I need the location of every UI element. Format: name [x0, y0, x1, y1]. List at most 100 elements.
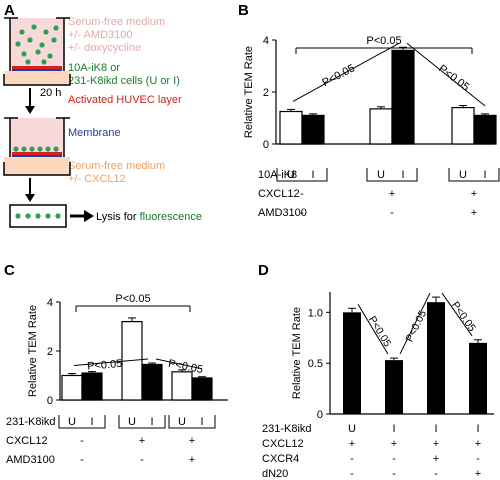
lysis-cells: [15, 213, 61, 219]
table-cell: -: [390, 207, 394, 219]
table-cell: +: [433, 438, 439, 450]
table-row-label: CXCL12: [6, 435, 48, 447]
y-tick-label: 4: [47, 297, 53, 309]
lower-membrane: [12, 155, 62, 157]
table-row-label: 231-K8ikd: [262, 423, 312, 435]
y-tick-label: 0: [317, 409, 323, 421]
table-cell: -: [350, 468, 354, 480]
cell-dot: [43, 29, 49, 35]
cell-dot: [41, 59, 47, 65]
y-tick-label: 0: [47, 395, 53, 407]
cell-dot: [31, 24, 37, 30]
upper-lower-chamber: [4, 71, 70, 85]
bar-code-label: U: [68, 416, 76, 428]
bar-code-label: I: [150, 416, 153, 428]
y-tick-label: 2: [47, 346, 53, 358]
cell-dot: [37, 146, 43, 152]
transwell-after: [3, 117, 71, 176]
table-cell: I: [434, 423, 437, 435]
bar: [301, 114, 325, 145]
table-cell: +: [475, 438, 481, 450]
table-cell: -: [300, 207, 304, 219]
transwell-before: [3, 17, 71, 86]
lower-lower-chamber: [4, 157, 70, 175]
bar-code-label: I: [311, 169, 314, 181]
bar-code-label: I: [483, 169, 486, 181]
cells-line-1: 10A-iK8 or: [68, 62, 120, 74]
lysis-prefix: Lysis for: [96, 211, 140, 223]
panel-letter-c: C: [4, 262, 15, 279]
lower-huvec-layer: [12, 152, 62, 155]
panel-letter-d: D: [258, 262, 269, 279]
bar-code-label: U: [459, 169, 467, 181]
y-tick-label: 1.0: [308, 307, 323, 319]
upper-membrane: [12, 69, 62, 71]
y-tick-label: 0: [263, 139, 269, 151]
pair-line: [357, 304, 389, 355]
bar-code-label: U: [377, 169, 385, 181]
bar: [171, 371, 193, 401]
upper-medium-line-2: +/- AMD3100: [68, 29, 133, 41]
y-axis-label: Relative TEM Rate: [27, 305, 39, 397]
table-cell: +: [389, 188, 395, 200]
lysis-dot: [35, 213, 41, 219]
pair-line: [441, 292, 473, 337]
y-tick-label: 0.5: [308, 358, 323, 370]
left-diagonal: [73, 358, 149, 367]
huvec-label: Activated HUVEC layer: [68, 94, 182, 106]
table-row-label: CXCL12: [262, 438, 304, 450]
y-axis-label: Relative TEM Rate: [291, 307, 303, 399]
group-bracket: [448, 168, 500, 182]
right-diagonal: [406, 42, 486, 107]
table-row-label: AMD3100: [258, 207, 307, 219]
y-axis-label: Relative TEM Rate: [243, 46, 255, 138]
group-bracket: [118, 415, 166, 429]
pair-p-value: P<0.05: [449, 300, 478, 334]
table-cell: -: [392, 453, 396, 465]
group-bracket: [276, 168, 328, 182]
bar: [391, 49, 415, 145]
lower-medium-line-2: +/- CXCL12: [68, 173, 126, 185]
table-cell: -: [392, 468, 396, 480]
cell-dot: [53, 146, 59, 152]
y-tick-label: 2: [263, 87, 269, 99]
bar-code-label: I: [200, 416, 203, 428]
y-tick-label: 4: [263, 35, 269, 47]
table-cell: +: [391, 438, 397, 450]
table-row-label: 10A-iK8: [258, 169, 297, 181]
transwell-schematic: [3, 17, 94, 228]
bar-code-label: I: [90, 416, 93, 428]
group-bracket: [168, 415, 216, 429]
table-cell: -: [80, 435, 84, 447]
table-row-label: dN20: [262, 468, 288, 480]
table-cell: U: [348, 423, 356, 435]
table-cell: -: [80, 454, 84, 466]
left-diagonal: [292, 42, 400, 102]
table-cell: I: [392, 423, 395, 435]
table-cell: +: [189, 454, 195, 466]
bar: [343, 312, 361, 414]
arrow-down-1-head: [25, 106, 35, 114]
bar: [141, 363, 163, 401]
table-cell: +: [349, 438, 355, 450]
panel-letter-a: A: [4, 2, 15, 19]
lower-medium-label: Serum-free medium +/- CXCL12: [68, 160, 165, 186]
table-cell: -: [350, 453, 354, 465]
table-row-label: CXCL12: [258, 188, 300, 200]
cell-dot: [53, 25, 59, 31]
chart-b: 0 2 4 Relative TEM Rate P<0.05 P<0.05 P<0.05 10…: [243, 35, 500, 219]
table-cell: +: [139, 435, 145, 447]
table-cell: +: [471, 188, 477, 200]
table-cell: +: [475, 468, 481, 480]
lysis-dot: [45, 213, 51, 219]
pair-p-value: P<0.05: [366, 314, 394, 349]
cells-transmigrated: [13, 146, 59, 152]
bar-code-label: I: [401, 169, 404, 181]
cell-dot: [51, 37, 57, 43]
cells-line-2: 231-K8ikd cells (U or I): [68, 75, 180, 87]
cell-dot: [45, 146, 51, 152]
bar: [81, 372, 103, 401]
table-cell: -: [140, 454, 144, 466]
